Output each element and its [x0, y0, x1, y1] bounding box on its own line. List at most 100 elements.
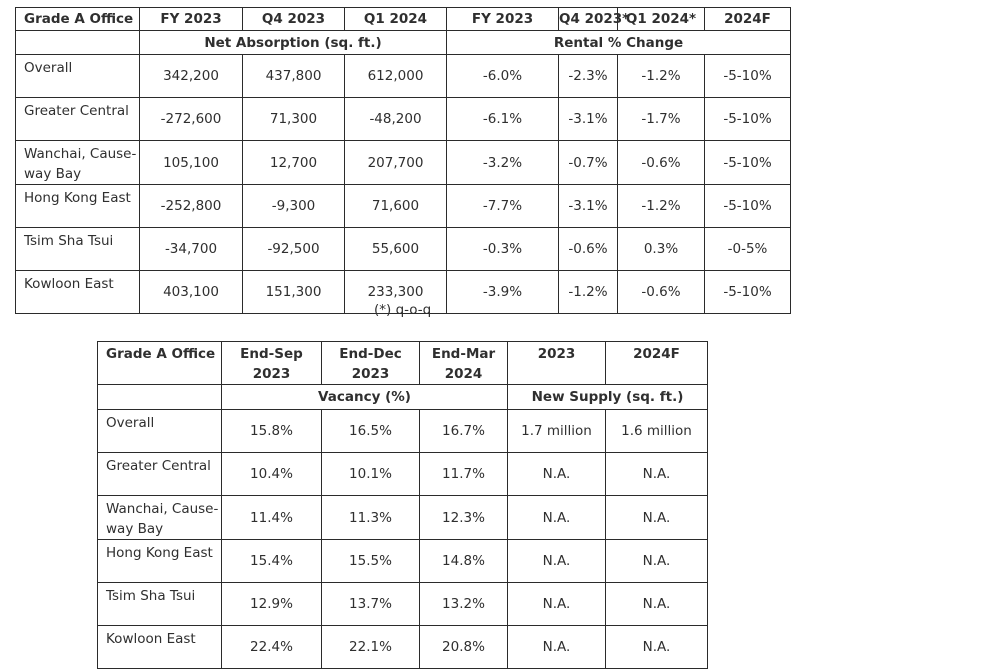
table-cell: 13.2%: [419, 582, 508, 626]
table-cell: N.A.: [605, 625, 708, 669]
table-cell: 55,600: [344, 227, 447, 271]
row-label: Wanchai, Cause-way Bay: [97, 495, 222, 540]
table-row: Wanchai, Cause-way Bay 105,100 12,700 20…: [15, 140, 791, 185]
table-cell: N.A.: [507, 495, 606, 540]
table-row: Overall 342,200 437,800 612,000 -6.0% -2…: [15, 54, 791, 98]
header-cell: Grade A Office: [15, 7, 140, 31]
table-cell: -92,500: [242, 227, 345, 271]
table-cell: 71,600: [344, 184, 447, 228]
empty-cell: [15, 30, 140, 55]
table-cell: -9,300: [242, 184, 345, 228]
header-cell: Q1 2024: [344, 7, 447, 31]
table-cell: 12.9%: [221, 582, 322, 626]
table-cell: 1.6 million: [605, 409, 708, 453]
table-cell: N.A.: [507, 539, 606, 583]
table-cell: 403,100: [139, 270, 243, 314]
table-group-row: Net Absorption (sq. ft.) Rental % Change: [15, 30, 791, 55]
row-label: Overall: [15, 54, 140, 98]
row-label: Tsim Sha Tsui: [15, 227, 140, 271]
row-label: Greater Central: [97, 452, 222, 496]
group-header-new-supply: New Supply (sq. ft.): [507, 384, 708, 410]
table-cell: 342,200: [139, 54, 243, 98]
header-cell: End-Mar 2024: [419, 341, 508, 385]
table-cell: -7.7%: [446, 184, 559, 228]
table-cell: 16.5%: [321, 409, 420, 453]
table-cell: -5-10%: [704, 97, 791, 141]
row-label: Kowloon East: [15, 270, 140, 314]
row-label: Hong Kong East: [15, 184, 140, 228]
header-cell: 2024F: [704, 7, 791, 31]
header-cell: End-Sep 2023: [221, 341, 322, 385]
table-row: Tsim Sha Tsui -34,700 -92,500 55,600 -0.…: [15, 227, 791, 271]
table-group-row: Vacancy (%) New Supply (sq. ft.): [97, 384, 708, 410]
vacancy-supply-table: Grade A Office End-Sep 2023 End-Dec 2023…: [97, 341, 708, 669]
table-cell: 20.8%: [419, 625, 508, 669]
table-cell: 12.3%: [419, 495, 508, 540]
table-cell: 11.3%: [321, 495, 420, 540]
table-cell: 22.1%: [321, 625, 420, 669]
table-cell: -5-10%: [704, 140, 791, 185]
table-row: Greater Central -272,600 71,300 -48,200 …: [15, 97, 791, 141]
table-row: Kowloon East 22.4% 22.1% 20.8% N.A. N.A.: [97, 625, 708, 669]
row-label: Tsim Sha Tsui: [97, 582, 222, 626]
table-header-row: Grade A Office FY 2023 Q4 2023 Q1 2024 F…: [15, 7, 791, 31]
header-cell: 2024F: [605, 341, 708, 385]
table-cell: 11.4%: [221, 495, 322, 540]
row-label: Kowloon East: [97, 625, 222, 669]
table-cell: -1.2%: [617, 54, 705, 98]
table-cell: 16.7%: [419, 409, 508, 453]
table-cell: 207,700: [344, 140, 447, 185]
row-label: Hong Kong East: [97, 539, 222, 583]
table-cell: -3.9%: [446, 270, 559, 314]
table-cell: 437,800: [242, 54, 345, 98]
table-cell: N.A.: [605, 452, 708, 496]
table-cell: -0.6%: [558, 227, 618, 271]
table-cell: -0-5%: [704, 227, 791, 271]
table-cell: 15.8%: [221, 409, 322, 453]
table-cell: -0.7%: [558, 140, 618, 185]
table-cell: 12,700: [242, 140, 345, 185]
table-cell: 14.8%: [419, 539, 508, 583]
table-cell: 1.7 million: [507, 409, 606, 453]
table-cell: -6.1%: [446, 97, 559, 141]
table-row: Overall 15.8% 16.5% 16.7% 1.7 million 1.…: [97, 409, 708, 453]
empty-cell: [97, 384, 222, 410]
header-cell: FY 2023: [139, 7, 243, 31]
table-cell: -1.7%: [617, 97, 705, 141]
absorption-rental-table: Grade A Office FY 2023 Q4 2023 Q1 2024 F…: [15, 7, 791, 314]
table-cell: 10.1%: [321, 452, 420, 496]
row-label: Greater Central: [15, 97, 140, 141]
row-label: Wanchai, Cause-way Bay: [15, 140, 140, 185]
group-header-rental-change: Rental % Change: [446, 30, 791, 55]
table-cell: N.A.: [605, 582, 708, 626]
table-cell: -5-10%: [704, 270, 791, 314]
table-cell: N.A.: [605, 539, 708, 583]
table-row: Wanchai, Cause-way Bay 11.4% 11.3% 12.3%…: [97, 495, 708, 540]
table-cell: -252,800: [139, 184, 243, 228]
row-label: Overall: [97, 409, 222, 453]
table-cell: -272,600: [139, 97, 243, 141]
table-cell: N.A.: [507, 625, 606, 669]
table-cell: 612,000: [344, 54, 447, 98]
table-cell: 11.7%: [419, 452, 508, 496]
table-cell: -5-10%: [704, 184, 791, 228]
table-cell: -0.6%: [617, 270, 705, 314]
header-cell: Grade A Office: [97, 341, 222, 385]
table-row: Hong Kong East 15.4% 15.5% 14.8% N.A. N.…: [97, 539, 708, 583]
table-cell: 151,300: [242, 270, 345, 314]
header-cell: Q1 2024*: [617, 7, 705, 31]
table-cell: N.A.: [605, 495, 708, 540]
group-header-net-absorption: Net Absorption (sq. ft.): [139, 30, 447, 55]
table-cell: -0.6%: [617, 140, 705, 185]
table-cell: N.A.: [507, 452, 606, 496]
table-cell: -1.2%: [617, 184, 705, 228]
table-cell: -6.0%: [446, 54, 559, 98]
header-cell: 2023: [507, 341, 606, 385]
footnote: (*) q-o-q: [374, 302, 432, 318]
table-cell: -3.1%: [558, 97, 618, 141]
header-cell: Q4 2023*: [558, 7, 629, 31]
table-cell: 71,300: [242, 97, 345, 141]
table-cell: N.A.: [507, 582, 606, 626]
header-cell: FY 2023: [446, 7, 559, 31]
table-cell: -48,200: [344, 97, 447, 141]
